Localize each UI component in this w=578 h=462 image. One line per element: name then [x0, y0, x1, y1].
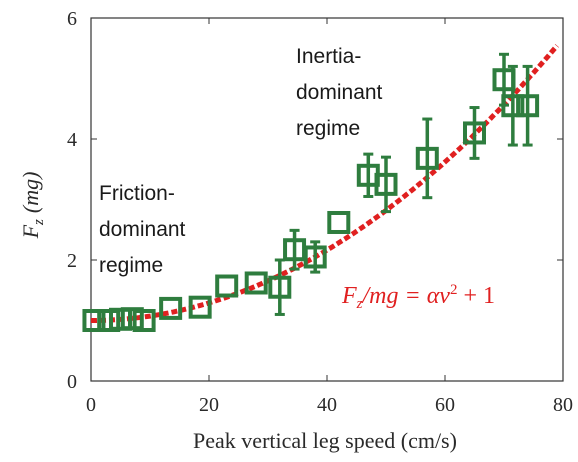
y-tick-label: 2: [67, 250, 77, 272]
eq-sub: z: [356, 296, 363, 312]
y-label-main: F: [18, 224, 43, 239]
point-marker: [501, 94, 525, 118]
inertia-label-line-1: Inertia-: [296, 45, 361, 68]
eq-tail: + 1: [457, 283, 495, 309]
data-point: [303, 240, 327, 274]
x-tick-label: 20: [199, 394, 219, 416]
friction-label-line-3: regime: [99, 254, 163, 277]
inertia-label-line-2: dominant: [296, 81, 383, 104]
point-marker: [327, 210, 351, 234]
point-marker: [303, 245, 327, 269]
friction-label-line-1: Friction-: [99, 182, 175, 205]
point-marker: [215, 274, 239, 298]
data-point: [215, 274, 239, 298]
eq-sup: 2: [450, 282, 458, 298]
friction-label-line-2: dominant: [99, 218, 186, 241]
data-point: [327, 210, 351, 234]
data-point: [374, 155, 398, 214]
data-point: [132, 309, 156, 332]
point-marker: [97, 309, 121, 332]
eq-lhs: F: [341, 283, 357, 309]
data-point: [97, 309, 121, 332]
y-label-sub: z: [31, 219, 47, 226]
data-point: [268, 258, 292, 316]
data-points: [82, 52, 540, 332]
data-point: [415, 117, 439, 200]
x-tick-label: 60: [435, 394, 455, 416]
point-marker: [188, 295, 212, 319]
data-point: [188, 295, 212, 319]
point-marker: [463, 121, 486, 145]
point-marker: [109, 307, 132, 331]
point-marker: [132, 309, 156, 332]
x-tick-label: 40: [317, 394, 337, 416]
point-marker: [374, 172, 398, 196]
data-point: [244, 271, 268, 295]
x-axis-label: Peak vertical leg speed (cm/s): [193, 428, 457, 453]
y-tick-label: 4: [67, 129, 77, 151]
data-point: [501, 64, 525, 147]
y-axis-label: Fz (mg): [18, 172, 47, 240]
x-tick-label: 80: [553, 394, 573, 416]
data-point: [82, 309, 106, 332]
y-tick-label: 0: [67, 371, 77, 393]
data-point: [516, 64, 540, 147]
inertia-label-line-3: regime: [296, 117, 360, 140]
data-point: [109, 307, 132, 331]
point-marker: [82, 309, 106, 332]
y-label-unit: (mg): [18, 172, 43, 214]
x-tick-label: 0: [86, 394, 96, 416]
point-marker: [516, 94, 540, 118]
point-marker: [268, 275, 292, 299]
fit-equation: Fz/mg = αv2 + 1: [341, 282, 495, 312]
y-tick-label: 6: [67, 8, 77, 30]
point-marker: [120, 307, 144, 331]
data-point: [159, 296, 183, 320]
data-point: [120, 307, 144, 331]
eq-rest: /mg = αv: [361, 283, 451, 309]
axis-ticks: 0 20 40 60 80 0 2 4 6: [67, 8, 573, 416]
data-point: [463, 106, 486, 160]
point-marker: [415, 146, 439, 170]
point-marker: [244, 271, 268, 295]
point-marker: [159, 296, 183, 320]
